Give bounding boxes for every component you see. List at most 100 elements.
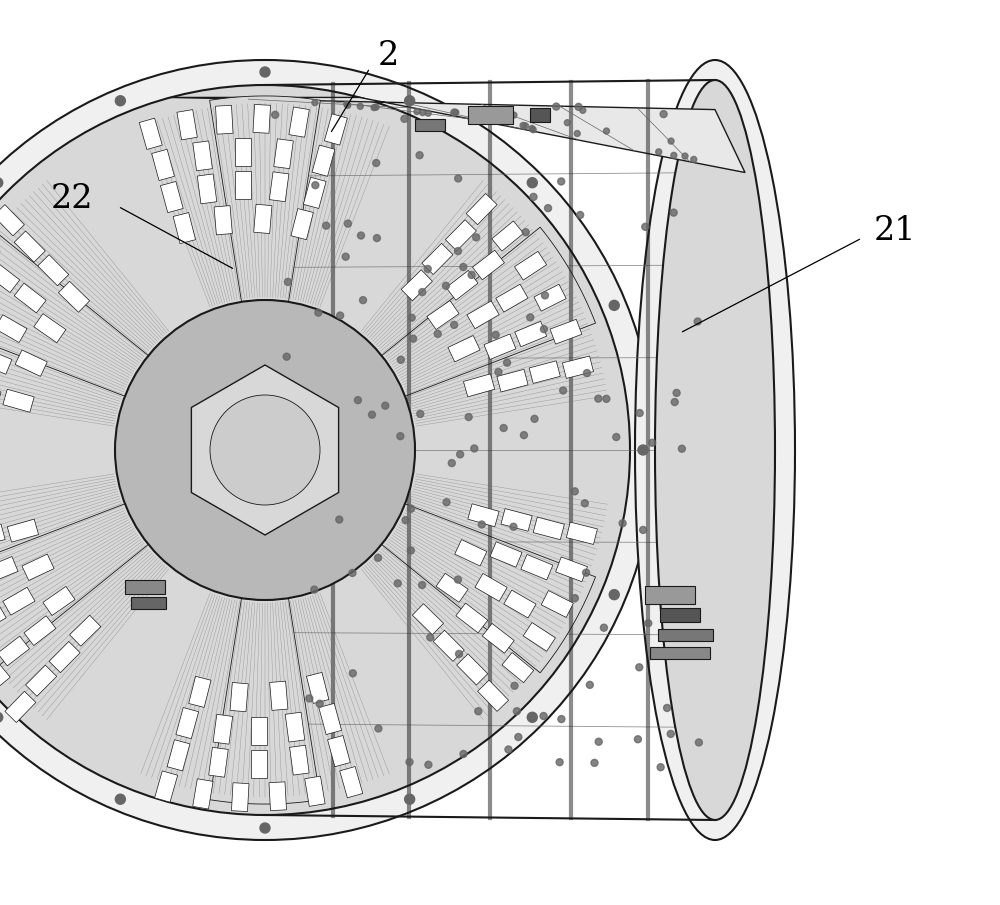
Circle shape xyxy=(558,178,565,185)
Circle shape xyxy=(465,414,472,421)
Ellipse shape xyxy=(0,85,630,815)
Bar xyxy=(254,205,272,233)
Bar xyxy=(530,108,550,122)
Circle shape xyxy=(577,212,584,218)
Circle shape xyxy=(500,424,507,432)
Bar xyxy=(0,524,5,547)
Circle shape xyxy=(545,205,552,212)
Bar xyxy=(534,284,566,311)
Bar xyxy=(177,110,197,140)
Bar xyxy=(533,517,564,539)
Bar xyxy=(448,336,480,362)
Circle shape xyxy=(495,368,502,376)
Bar xyxy=(285,712,305,742)
Bar xyxy=(270,681,288,710)
Circle shape xyxy=(407,547,414,554)
Circle shape xyxy=(694,318,701,325)
Circle shape xyxy=(425,761,432,768)
Bar xyxy=(209,748,228,777)
Bar xyxy=(504,590,536,618)
Bar xyxy=(274,138,293,168)
Circle shape xyxy=(410,335,417,342)
Bar xyxy=(550,319,582,344)
Circle shape xyxy=(556,758,563,766)
Circle shape xyxy=(468,272,475,279)
Bar xyxy=(319,703,342,735)
Circle shape xyxy=(529,126,535,131)
Bar xyxy=(502,653,534,682)
Circle shape xyxy=(560,387,567,394)
Circle shape xyxy=(401,115,408,122)
Bar xyxy=(412,604,444,634)
Circle shape xyxy=(656,148,662,155)
Bar xyxy=(251,750,267,778)
Bar xyxy=(34,314,66,343)
Circle shape xyxy=(619,519,626,527)
Circle shape xyxy=(272,111,279,119)
Circle shape xyxy=(645,620,652,627)
Bar xyxy=(303,177,326,208)
Polygon shape xyxy=(0,227,148,396)
Circle shape xyxy=(642,224,649,231)
Bar xyxy=(427,300,459,329)
Circle shape xyxy=(513,708,520,715)
Circle shape xyxy=(668,138,674,144)
Circle shape xyxy=(316,700,323,707)
Circle shape xyxy=(527,712,537,722)
Circle shape xyxy=(671,398,678,405)
Bar xyxy=(230,682,248,711)
Bar xyxy=(445,220,476,251)
Circle shape xyxy=(595,395,602,402)
Circle shape xyxy=(527,314,534,321)
Bar xyxy=(467,300,499,329)
Bar xyxy=(473,250,504,280)
Circle shape xyxy=(580,108,586,113)
Circle shape xyxy=(695,739,702,746)
Circle shape xyxy=(460,263,467,271)
Bar xyxy=(660,608,700,622)
Bar xyxy=(14,283,46,313)
Circle shape xyxy=(310,492,317,499)
Circle shape xyxy=(515,734,522,740)
Bar xyxy=(340,767,363,798)
Bar xyxy=(312,145,335,176)
Circle shape xyxy=(520,122,526,129)
Circle shape xyxy=(417,410,424,417)
Circle shape xyxy=(323,222,330,229)
Bar xyxy=(566,522,597,545)
Circle shape xyxy=(373,104,379,110)
Circle shape xyxy=(475,708,482,715)
Bar xyxy=(213,714,233,744)
Bar xyxy=(189,676,211,708)
Bar xyxy=(26,665,57,696)
Bar xyxy=(466,194,497,224)
Circle shape xyxy=(375,725,382,732)
Circle shape xyxy=(460,750,467,757)
Circle shape xyxy=(638,445,648,455)
Circle shape xyxy=(315,310,322,316)
Circle shape xyxy=(583,569,590,576)
Bar xyxy=(422,243,453,274)
Bar xyxy=(22,554,54,580)
Circle shape xyxy=(540,712,547,719)
Circle shape xyxy=(673,389,680,396)
Bar xyxy=(0,348,12,375)
Bar xyxy=(24,615,56,645)
Bar xyxy=(160,181,183,213)
Circle shape xyxy=(397,433,404,440)
Circle shape xyxy=(530,194,537,200)
Bar xyxy=(463,374,495,397)
Circle shape xyxy=(691,157,697,162)
Bar xyxy=(415,119,445,131)
Bar xyxy=(523,623,555,652)
Text: 21: 21 xyxy=(874,214,916,247)
Circle shape xyxy=(408,505,415,512)
Circle shape xyxy=(382,402,389,409)
Circle shape xyxy=(609,590,619,600)
Bar xyxy=(49,642,80,672)
Bar xyxy=(490,542,522,567)
Polygon shape xyxy=(0,504,148,672)
Circle shape xyxy=(540,326,547,333)
Circle shape xyxy=(420,110,426,116)
Circle shape xyxy=(571,488,578,495)
